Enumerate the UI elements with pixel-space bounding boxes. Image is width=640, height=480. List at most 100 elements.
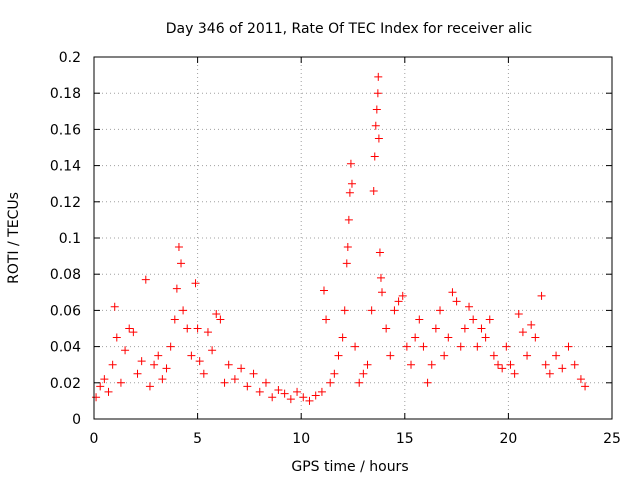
data-point: [581, 382, 590, 391]
x-tick-label: 10: [292, 431, 310, 447]
data-point: [373, 89, 382, 98]
data-point: [347, 179, 356, 188]
data-point: [92, 393, 101, 402]
data-point: [537, 291, 546, 300]
data-point: [545, 369, 554, 378]
data-point: [166, 342, 175, 351]
data-point: [343, 243, 352, 252]
x-tick-label: 5: [193, 431, 202, 447]
data-point: [456, 342, 465, 351]
data-point: [220, 378, 229, 387]
data-point: [372, 105, 381, 114]
data-point: [216, 315, 225, 324]
data-point: [183, 324, 192, 333]
data-point: [96, 382, 105, 391]
data-point: [150, 360, 159, 369]
data-point: [423, 378, 432, 387]
data-point: [145, 382, 154, 391]
data-point: [174, 243, 183, 252]
data-point: [322, 315, 331, 324]
data-point: [137, 357, 146, 366]
data-point: [531, 333, 540, 342]
data-point: [355, 378, 364, 387]
y-tick-label: 0.12: [50, 195, 81, 211]
data-point: [187, 351, 196, 360]
data-point: [110, 302, 119, 311]
data-point: [371, 121, 380, 130]
data-point: [274, 386, 283, 395]
data-point: [374, 134, 383, 143]
data-point: [376, 273, 385, 282]
data-point: [330, 369, 339, 378]
data-point: [367, 306, 376, 315]
data-point: [224, 360, 233, 369]
data-point: [191, 279, 200, 288]
data-point: [177, 259, 186, 268]
data-point: [172, 284, 181, 293]
data-point: [460, 324, 469, 333]
data-point: [502, 342, 511, 351]
data-point: [514, 310, 523, 319]
data-point: [465, 302, 474, 311]
data-point: [179, 306, 188, 315]
data-point: [494, 360, 503, 369]
data-point: [469, 315, 478, 324]
y-tick-label: 0.2: [59, 50, 81, 66]
data-point: [317, 387, 326, 396]
data-point: [552, 351, 561, 360]
x-axis-label: GPS time / hours: [291, 459, 408, 475]
y-tick-label: 0.02: [50, 376, 81, 392]
x-tick-label: 25: [603, 431, 621, 447]
y-axis-label: ROTI / TECUs: [6, 192, 22, 284]
data-point: [195, 357, 204, 366]
data-point: [141, 275, 150, 284]
data-point: [527, 320, 536, 329]
data-point: [576, 375, 585, 384]
x-tick-label: 20: [499, 431, 517, 447]
data-point: [340, 306, 349, 315]
data-point: [208, 346, 217, 355]
data-point: [108, 360, 117, 369]
data-point: [485, 315, 494, 324]
data-point: [249, 369, 258, 378]
data-point: [230, 375, 239, 384]
data-point: [541, 360, 550, 369]
data-point: [427, 360, 436, 369]
data-point: [440, 351, 449, 360]
data-point: [334, 351, 343, 360]
data-point: [375, 248, 384, 257]
data-point: [319, 286, 328, 295]
data-point: [370, 152, 379, 161]
grid-lines: [94, 57, 612, 419]
data-point: [369, 186, 378, 195]
data-point: [212, 310, 221, 319]
data-point: [436, 306, 445, 315]
data-point: [564, 342, 573, 351]
data-point: [268, 393, 277, 402]
data-point: [498, 364, 507, 373]
data-point: [481, 333, 490, 342]
data-point: [452, 297, 461, 306]
data-point: [299, 393, 308, 402]
y-tick-label: 0.08: [50, 267, 81, 283]
data-point: [386, 351, 395, 360]
y-tick-label: 0.1: [59, 231, 81, 247]
y-tick-label: 0: [72, 412, 81, 428]
y-tick-label: 0.06: [50, 303, 81, 319]
data-point: [398, 291, 407, 300]
data-point: [129, 328, 138, 337]
data-point: [394, 297, 403, 306]
data-point: [346, 159, 355, 168]
data-point: [203, 328, 212, 337]
data-point: [199, 369, 208, 378]
data-point: [243, 382, 252, 391]
data-point: [261, 378, 270, 387]
data-point: [390, 306, 399, 315]
data-point: [255, 387, 264, 396]
y-tick-label: 0.04: [50, 340, 81, 356]
data-point: [411, 333, 420, 342]
data-point: [280, 389, 289, 398]
data-point: [351, 342, 360, 351]
data-point: [473, 342, 482, 351]
tick-labels: 0 5 10 15 20 25 0 0.02 0.04 0.06 0.08 0.1 0.12 0.14 0.…: [50, 50, 621, 447]
